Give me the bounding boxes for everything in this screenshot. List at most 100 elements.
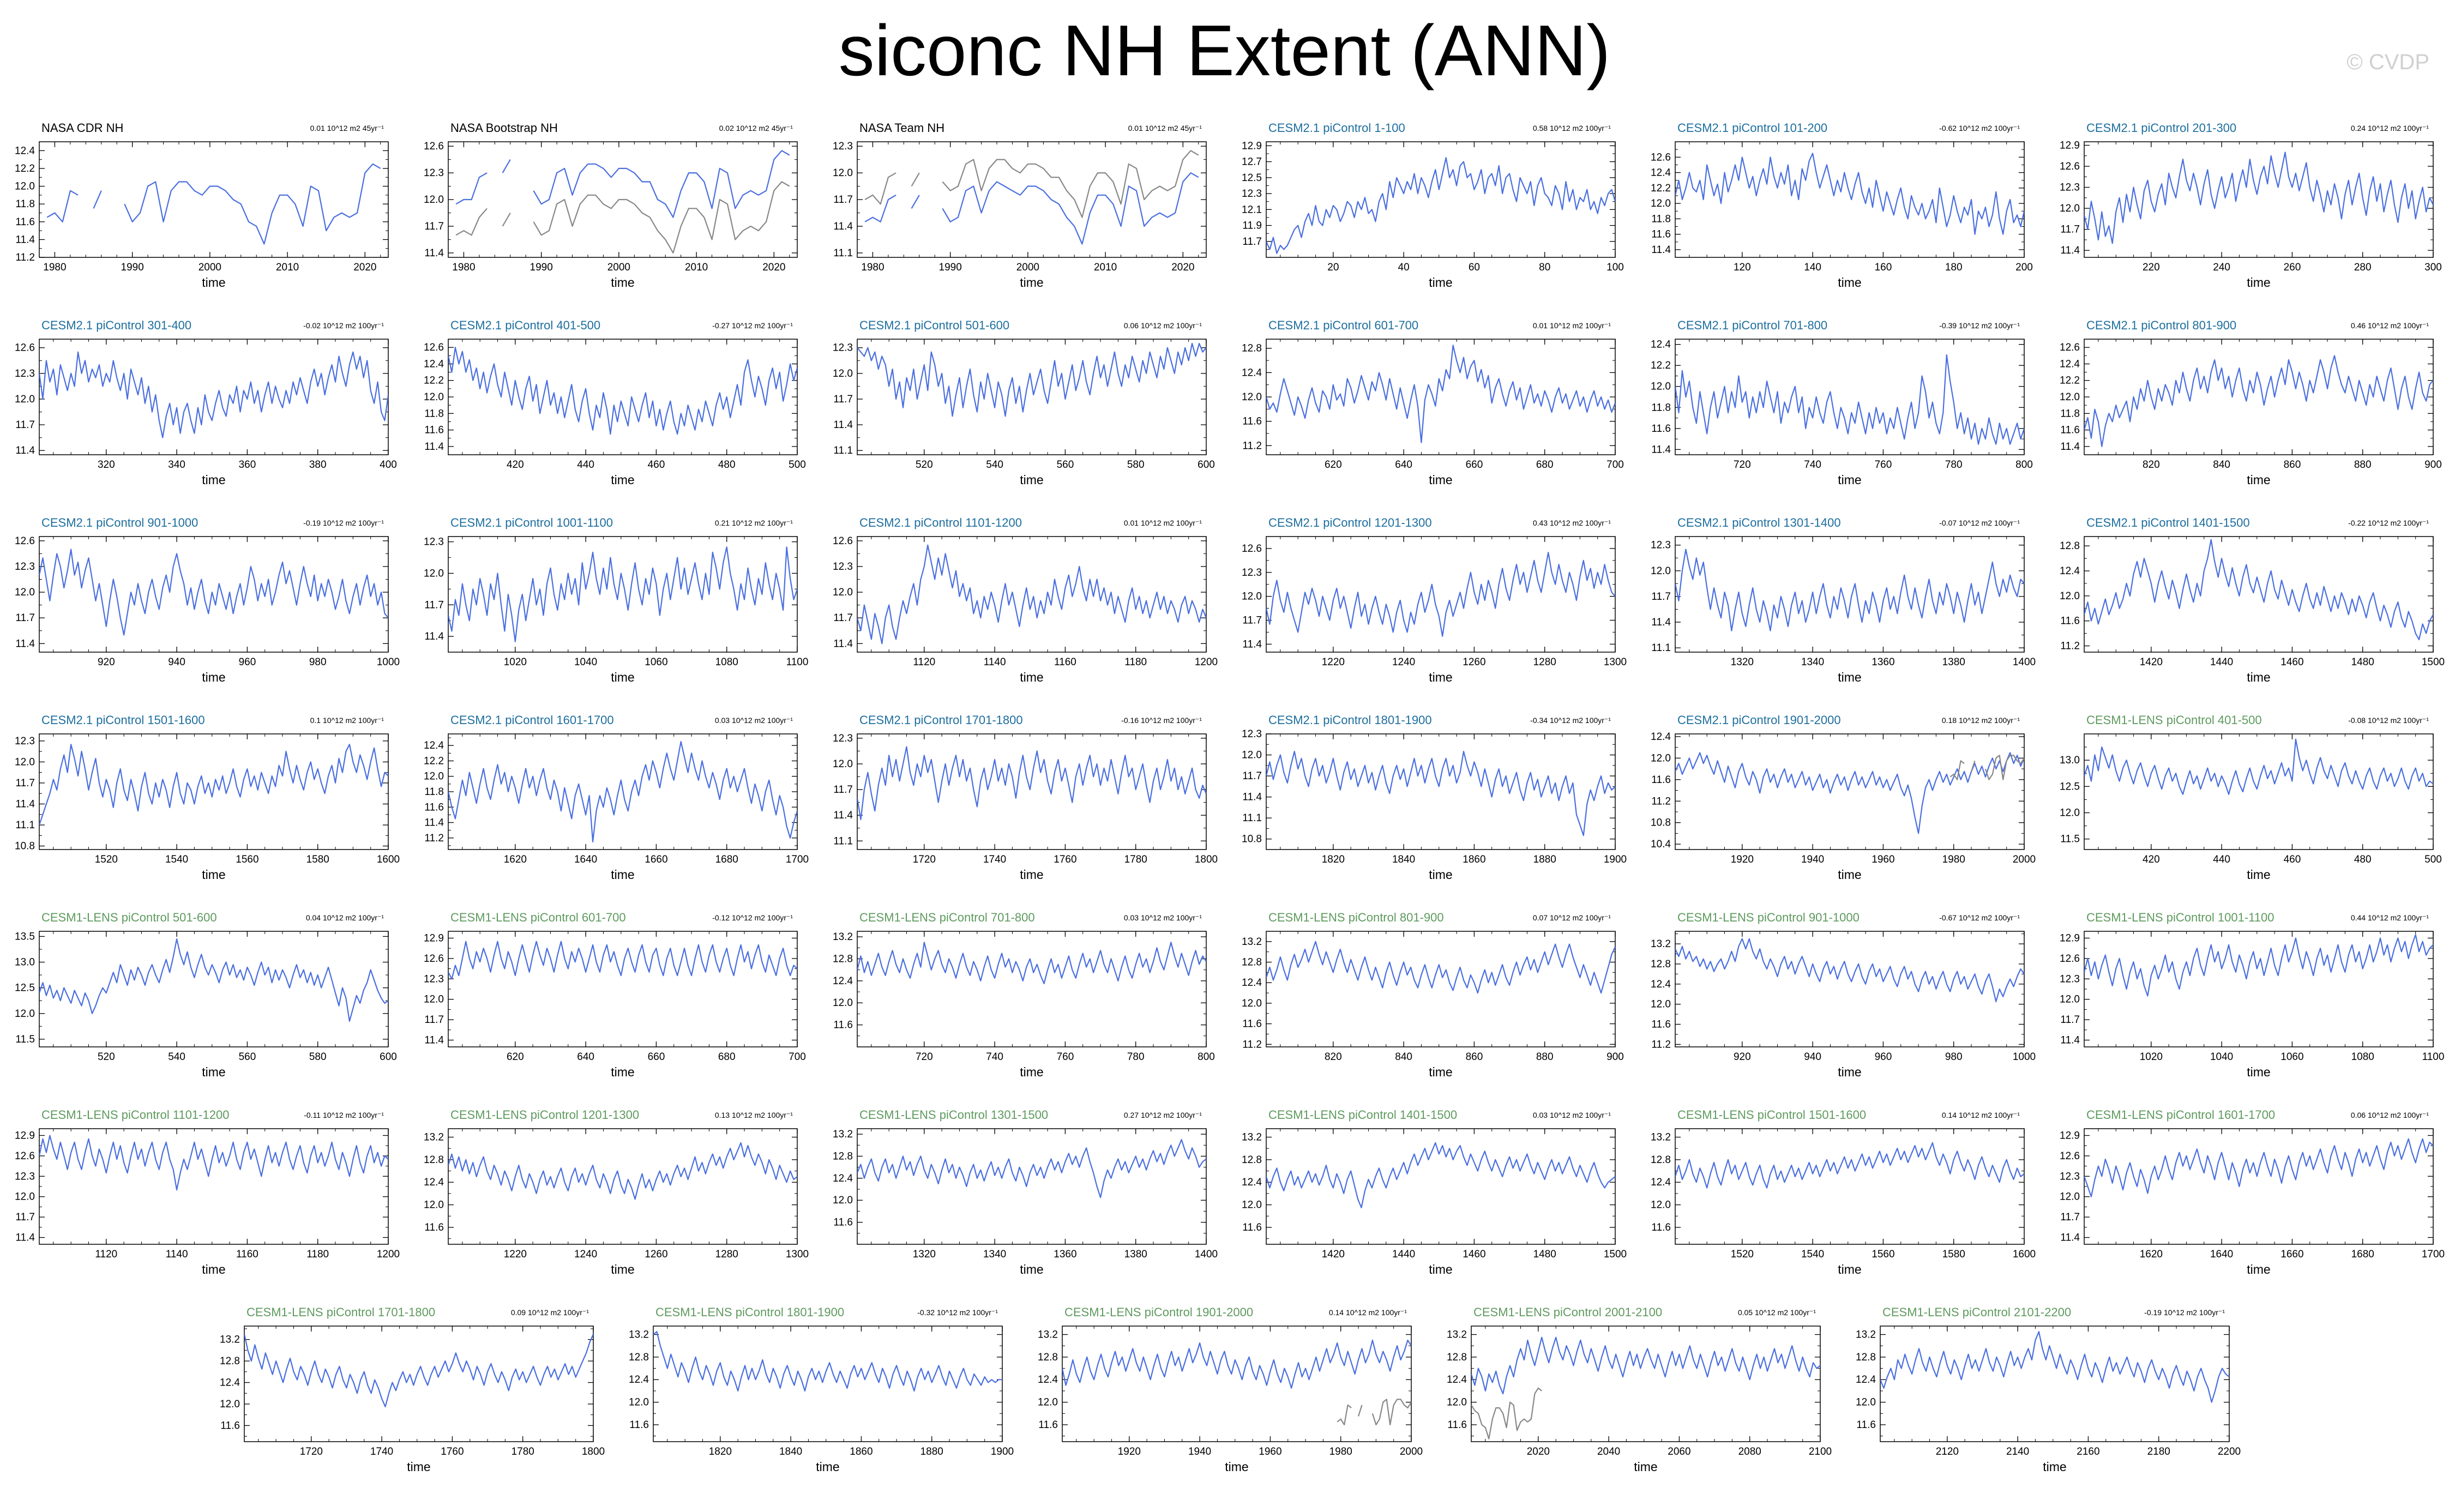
y-tick-label: 12.0: [629, 1397, 649, 1408]
y-tick-label: 11.4: [2060, 1232, 2080, 1244]
trend-label: 0.09 10^12 m2 100yr⁻¹: [511, 1308, 589, 1317]
y-tick-label: 12.0: [424, 771, 444, 782]
trend-label: -0.27 10^12 m2 100yr⁻¹: [712, 321, 793, 330]
y-tick-label: 11.6: [2060, 616, 2080, 627]
y-tick-label: 12.8: [1856, 1352, 1876, 1363]
x-tick-label: 1780: [512, 1446, 534, 1457]
x-tick-label: 920: [1734, 1051, 1751, 1063]
x-tick-label: 200: [2015, 262, 2033, 273]
x-tick-label: 2180: [2147, 1446, 2170, 1457]
x-tick-label: 1320: [913, 1249, 936, 1260]
trend-label: 0.43 10^12 m2 100yr⁻¹: [1533, 519, 1611, 527]
x-tick-label: 620: [1325, 459, 1342, 471]
y-tick-label: 12.0: [2060, 203, 2080, 214]
y-tick-label: 11.4: [15, 638, 35, 649]
x-tick-label: 1620: [504, 854, 527, 865]
y-tick-label: 11.6: [1242, 1019, 1262, 1030]
x-tick-label: 1140: [984, 656, 1006, 668]
y-tick-label: 11.6: [424, 802, 444, 813]
x-tick-label: 600: [380, 1051, 397, 1063]
x-tick-label: 1080: [2351, 1051, 2374, 1063]
y-tick-label: 11.7: [1242, 236, 1262, 248]
chart-panel: CESM1-LENS piControl 901-1000 -0.67 10^12…: [1651, 911, 2036, 1079]
y-tick-label: 12.0: [1242, 391, 1262, 403]
x-tick-label: 1040: [574, 656, 597, 668]
y-tick-label: 12.2: [424, 375, 444, 387]
chart-panel: CESM2.1 piControl 201-300 0.24 10^12 m2 1…: [2060, 121, 2442, 290]
y-tick-label: 12.6: [833, 535, 853, 547]
y-tick-label: 11.8: [1651, 402, 1671, 413]
plot-frame: [1675, 1128, 2025, 1245]
plot-frame: [1266, 536, 1616, 653]
panel-title: CESM2.1 piControl 801-900: [2086, 318, 2236, 332]
x-tick-label: 580: [1127, 459, 1145, 471]
x-tick-label: 1400: [2013, 656, 2036, 668]
y-tick-label: 13.0: [15, 957, 35, 968]
x-tick-label: 1040: [2210, 1051, 2233, 1063]
chart-panel: CESM1-LENS piControl 1201-1300 0.13 10^12…: [424, 1108, 809, 1276]
panel-title: NASA Team NH: [859, 121, 944, 135]
y-tick-label: 11.8: [424, 408, 444, 419]
plot-frame: [39, 733, 389, 850]
y-tick-label: 12.3: [1242, 188, 1262, 200]
chart-panel: CESM1-LENS piControl 1801-1900 -0.32 10^1…: [629, 1305, 1014, 1474]
x-tick-label: 1020: [504, 656, 527, 668]
x-tick-label: 2020: [353, 262, 376, 273]
x-tick-label: 560: [239, 1051, 256, 1063]
y-tick-label: 12.6: [15, 342, 35, 354]
panel-title: CESM1-LENS piControl 1601-1700: [2086, 1108, 2275, 1122]
trend-label: 0.18 10^12 m2 100yr⁻¹: [1942, 716, 2020, 725]
series-line: [448, 941, 797, 980]
y-tick-label: 13.2: [1651, 938, 1671, 950]
plot-frame: [2084, 536, 2434, 653]
y-tick-label: 12.4: [220, 1377, 240, 1389]
x-tick-label: 240: [2213, 262, 2230, 273]
trend-label: 0.01 10^12 m2 100yr⁻¹: [1533, 321, 1611, 330]
panel-title: CESM2.1 piControl 701-800: [1677, 318, 1827, 332]
trend-label: 0.44 10^12 m2 100yr⁻¹: [2351, 913, 2429, 922]
x-tick-label: 560: [1057, 459, 1074, 471]
x-tick-label: 1980: [1329, 1446, 1352, 1457]
x-tick-label: 20: [1327, 262, 1339, 273]
x-tick-label: 1980: [43, 262, 66, 273]
y-tick-label: 12.0: [220, 1399, 240, 1410]
y-tick-label: 12.4: [1651, 1177, 1671, 1188]
plot-frame: [39, 931, 389, 1047]
y-tick-label: 12.0: [1651, 198, 1671, 209]
y-tick-label: 12.9: [424, 932, 444, 944]
x-tick-label: 1260: [645, 1249, 667, 1260]
y-tick-label: 12.0: [424, 568, 444, 579]
x-tick-label: 660: [1466, 459, 1483, 471]
x-axis-title: time: [611, 670, 634, 684]
y-tick-label: 12.4: [424, 740, 444, 751]
x-tick-label: 120: [1734, 262, 1751, 273]
x-tick-label: 940: [168, 656, 185, 668]
x-tick-label: 1720: [913, 854, 936, 865]
x-tick-label: 620: [507, 1051, 524, 1063]
x-axis-title: time: [2247, 275, 2270, 290]
panel-title: CESM2.1 piControl 401-500: [450, 318, 600, 332]
x-tick-label: 520: [916, 459, 933, 471]
y-tick-label: 13.2: [424, 1132, 444, 1143]
plot-frame: [1880, 1326, 2230, 1442]
y-tick-label: 12.0: [833, 758, 853, 770]
x-tick-label: 720: [1734, 459, 1751, 471]
series-line: [1880, 1331, 2229, 1403]
y-tick-label: 12.2: [15, 163, 35, 174]
y-tick-label: 12.4: [1242, 1177, 1262, 1188]
panel-title: CESM2.1 piControl 1001-1100: [450, 516, 613, 529]
x-tick-label: 1990: [939, 262, 962, 273]
panel-title: CESM2.1 piControl 1101-1200: [859, 516, 1022, 529]
x-axis-title: time: [2247, 868, 2270, 882]
series-line: [39, 938, 388, 1022]
trend-label: 0.01 10^12 m2 100yr⁻¹: [1124, 519, 1202, 527]
y-tick-label: 11.4: [15, 445, 35, 456]
y-tick-label: 13.2: [1038, 1329, 1058, 1341]
panel-title: CESM1-LENS piControl 601-700: [450, 911, 626, 924]
x-tick-label: 1480: [2351, 656, 2374, 668]
chart-panel: CESM1-LENS piControl 2101-2200 -0.19 10^1…: [1856, 1305, 2241, 1474]
y-tick-label: 12.4: [629, 1374, 649, 1386]
x-tick-label: 100: [1606, 262, 1624, 273]
y-tick-label: 12.8: [1242, 957, 1262, 968]
x-axis-title: time: [611, 1065, 634, 1079]
